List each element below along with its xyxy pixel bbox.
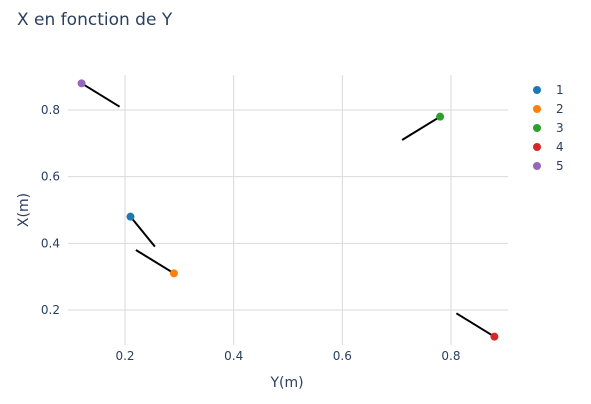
data-point-4[interactable] — [490, 333, 498, 341]
y-tick-labels: 0.2 0.4 0.6 0.8 — [41, 103, 60, 317]
y-tick-label: 0.8 — [41, 103, 60, 117]
legend-item-5[interactable]: 5 — [533, 159, 564, 173]
data-point-1[interactable] — [126, 213, 134, 221]
legend-item-4[interactable]: 4 — [533, 140, 564, 154]
legend-item-2[interactable]: 2 — [533, 102, 564, 116]
x-tick-label: 0.6 — [333, 349, 352, 363]
legend[interactable]: 1 2 3 4 5 — [533, 83, 564, 173]
data-point-3[interactable] — [436, 113, 444, 121]
vector-segment — [402, 117, 440, 140]
y-tick-label: 0.4 — [41, 236, 60, 250]
x-axis-title: Y(m) — [269, 375, 303, 391]
legend-marker — [533, 124, 541, 132]
vector-segments — [82, 83, 495, 336]
x-tick-labels: 0.2 0.4 0.6 0.8 — [115, 349, 460, 363]
vector-segment — [136, 250, 174, 273]
data-point-2[interactable] — [170, 269, 178, 277]
legend-marker — [533, 143, 541, 151]
legend-label: 1 — [556, 83, 564, 97]
x-tick-label: 0.2 — [115, 349, 134, 363]
legend-label: 2 — [556, 102, 564, 116]
y-tick-label: 0.2 — [41, 303, 60, 317]
data-point-5[interactable] — [78, 79, 86, 87]
legend-item-1[interactable]: 1 — [533, 83, 564, 97]
legend-label: 5 — [556, 159, 564, 173]
vector-segment — [82, 83, 120, 106]
legend-marker — [533, 105, 541, 113]
legend-marker — [533, 86, 541, 94]
y-axis-title: X(m) — [16, 193, 32, 227]
vector-segment — [130, 217, 154, 247]
legend-label: 3 — [556, 121, 564, 135]
x-tick-label: 0.8 — [441, 349, 460, 363]
legend-marker — [533, 162, 541, 170]
legend-label: 4 — [556, 140, 564, 154]
y-tick-label: 0.6 — [41, 170, 60, 184]
legend-item-3[interactable]: 3 — [533, 121, 564, 135]
chart-title: X en fonction de Y — [17, 10, 173, 30]
vector-segment — [456, 313, 494, 336]
x-tick-label: 0.4 — [224, 349, 243, 363]
